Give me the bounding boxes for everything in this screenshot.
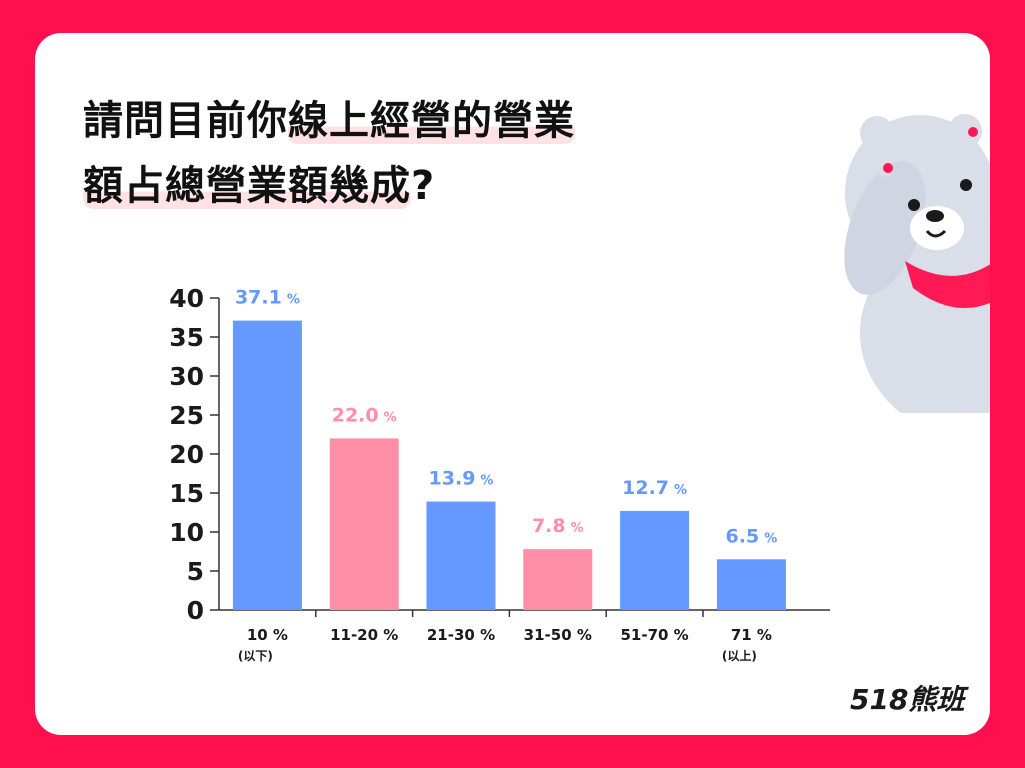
data-label: 22.0%	[332, 404, 397, 426]
bar	[716, 559, 786, 610]
data-label: 12.7%	[622, 477, 687, 499]
data-label-value: 13.9	[429, 468, 476, 490]
bar	[620, 510, 690, 610]
data-label-unit: %	[480, 474, 493, 489]
bar	[426, 501, 496, 610]
x-tick-label: 51-70 %	[620, 626, 688, 644]
y-tick-label: 35	[169, 323, 204, 352]
data-label-unit: %	[674, 483, 687, 498]
y-tick-label: 5	[187, 557, 204, 586]
data-label-value: 12.7	[622, 477, 669, 499]
bar	[232, 320, 302, 610]
x-tick-label: 71 %	[731, 626, 772, 644]
y-tick-label: 0	[187, 596, 204, 625]
title-line-1: 請問目前你線上經營的營業	[83, 88, 575, 146]
data-label-unit: %	[287, 293, 300, 308]
y-tick-label: 40	[169, 284, 204, 313]
y-tick-label: 15	[169, 479, 204, 508]
bear-mascot-icon	[844, 114, 990, 413]
title-line-2: 額占總營業額幾成?	[83, 153, 435, 211]
data-label: 13.9%	[429, 468, 494, 490]
data-label-unit: %	[764, 531, 777, 546]
data-label-value: 7.8	[532, 515, 566, 537]
data-label: 37.1%	[235, 287, 300, 309]
x-tick-label: 31-50 %	[524, 626, 592, 644]
brand-logo: 518熊班	[850, 683, 965, 716]
data-label-value: 6.5	[726, 525, 760, 547]
data-label: 6.5%	[726, 525, 778, 547]
data-label-unit: %	[571, 521, 584, 536]
x-tick-label: 21-30 %	[427, 626, 495, 644]
title-text-highlight: 線上經營的營業	[288, 98, 575, 144]
title-text-highlight-2: 額占總營業額幾成	[83, 163, 411, 209]
x-tick-sublabel: (以上)	[722, 648, 757, 663]
y-tick-label: 20	[169, 440, 204, 469]
bar	[523, 549, 593, 610]
title-text-end: ?	[411, 163, 436, 209]
y-tick-label: 25	[169, 401, 204, 430]
title-text-plain: 請問目前你	[83, 98, 288, 144]
x-tick-sublabel: (以下)	[238, 649, 273, 663]
card: 請問目前你線上經營的營業 額占總營業額幾成? 0 5 10 15 20 25 30 35 40 3…	[35, 33, 990, 735]
y-tick-label: 30	[169, 362, 204, 391]
x-tick-label: 10 %	[247, 626, 288, 644]
y-tick-label: 10	[169, 518, 204, 547]
data-label-value: 22.0	[332, 404, 379, 426]
data-label: 7.8%	[532, 515, 584, 537]
x-tick-label: 11-20 %	[330, 626, 398, 644]
data-label-unit: %	[384, 410, 397, 425]
bar	[329, 438, 399, 610]
data-label-value: 37.1	[235, 287, 282, 309]
bar-chart: 0 5 10 15 20 25 30 35 40 37.1 % 10 % (以下) 22.0 % 11-20 …	[169, 284, 830, 663]
